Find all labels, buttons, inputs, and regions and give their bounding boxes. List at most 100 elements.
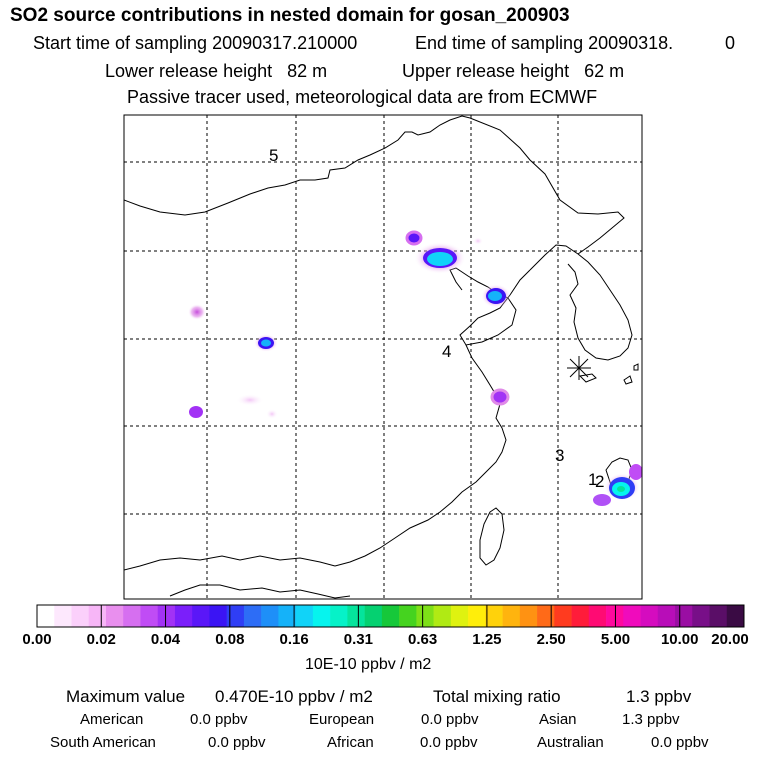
region-value: 0.0 ppbv [420,734,478,751]
model-info: Passive tracer used, meteorological data… [127,87,598,107]
region-name: South American [50,734,156,751]
plume-faint-3 [266,409,278,419]
colorbar-swatch [71,605,90,627]
colorbar-swatch [468,605,486,627]
region-value: 0.0 ppbv [421,711,479,728]
mongolia-border [124,115,471,216]
colorbar-tick-label: 20.00 [711,631,749,648]
colorbar-swatch [709,605,728,627]
colorbar-swatch [485,605,503,627]
colorbar-tick-label: 0.63 [408,631,438,648]
colorbar-tick-label: 0.04 [150,631,181,648]
colorbar-swatch [364,605,383,627]
colorbar-swatch [657,605,676,627]
china-south-border [124,555,336,571]
plume-faint-2 [236,394,264,406]
colorbar-swatch [606,605,624,627]
colorbar-tick-label: 0.00 [22,631,52,648]
colorbar-tick-label: 0.02 [86,631,116,648]
colorbar-swatch [261,605,279,627]
colorbar-swatch [726,605,745,627]
point-label-1: 1 [588,470,597,489]
plume-south-tail [593,494,611,506]
total-mixing-value: 1.3 ppbv [626,687,692,706]
end-time-suffix: 0 [725,33,736,53]
colorbar-swatch [54,605,72,627]
colorbar-swatch [192,605,210,627]
colorbar-swatch [381,605,400,627]
colorbar-swatch [416,605,434,627]
colorbar-tick-label: 1.25 [472,631,502,648]
plume-east-edge [629,464,642,480]
colorbar-swatch [209,605,227,627]
plume-beijing-small [405,230,423,246]
jeju-island [578,373,597,383]
colorbar-swatch [123,605,141,627]
colorbar-swatch [278,605,296,627]
upper-release-height: Upper release height 62 m [402,61,625,81]
region-name: European [309,711,375,728]
colorbar-swatch [140,605,158,627]
plume-west-2-peak [261,339,271,347]
region-value: 0.0 ppbv [190,711,248,728]
korea-peninsula [567,253,633,361]
bohai-coast [449,267,531,346]
colorbar-swatch [554,605,572,627]
colorbar-swatch [88,605,107,627]
receptor-star-icon [567,356,591,380]
end-time-label: End time of sampling 20090318. [415,33,674,53]
manchuria-border [469,117,625,255]
region-name: Australian [537,734,604,751]
map-frame [123,114,643,600]
start-time-label: Start time of sampling 20090317.210000 [33,33,358,53]
region-name: African [327,734,374,751]
point-label-3: 3 [555,446,564,465]
colorbar-swatch [243,605,262,627]
colorbar-swatch [519,605,538,627]
colorbar-tick-label: 0.31 [343,631,373,648]
china-south-border-2 [169,584,351,599]
colorbar-frame [36,604,745,628]
colorbar-tick-label: 2.50 [536,631,566,648]
plume-faint-1 [473,237,483,245]
colorbar-swatch [157,605,176,627]
plume-beijing-peak [427,252,453,266]
max-value-label: Maximum value [66,687,186,706]
colorbar-swatch [692,605,710,627]
colorbar-swatch [312,605,331,627]
lower-release-height: Lower release height 82 m [105,61,328,81]
plume-south-hot [617,486,625,492]
colorbar [36,605,745,627]
colorbar-swatch [295,605,314,627]
colorbar-units: 10E-10 ppbv / m2 [305,656,432,673]
plume-west-3 [189,406,203,418]
colorbar-swatch [105,605,124,627]
colorbar-swatch [675,605,693,627]
plume-tianjin-peak [488,291,502,301]
point-label-2: 2 [595,472,604,491]
colorbar-swatch [450,605,469,627]
colorbar-swatch [502,605,521,627]
colorbar-swatch [174,605,193,627]
chart-title: SO2 source contributions in nested domai… [10,5,570,26]
colorbar-swatch [330,605,348,627]
taiwan [479,507,505,566]
colorbar-swatch [399,605,417,627]
region-name: American [80,711,144,728]
colorbar-swatch [640,605,659,627]
plume-shanghai [490,388,510,406]
region-name: Asian [539,711,577,728]
colorbar-tick-label: 10.00 [660,631,699,648]
colorbar-swatch [433,605,452,627]
colorbar-swatch [588,605,607,627]
colorbar-swatch [226,605,245,627]
colorbar-tick-label: 0.16 [279,631,309,648]
point-label-4: 4 [442,342,451,361]
colorbar-swatch [37,605,55,627]
total-mixing-label: Total mixing ratio [433,687,561,706]
region-value: 1.3 ppbv [622,711,680,728]
colorbar-tick-label: 5.00 [600,631,631,648]
colorbar-swatch [537,605,555,627]
concentration-plumes [188,230,642,506]
